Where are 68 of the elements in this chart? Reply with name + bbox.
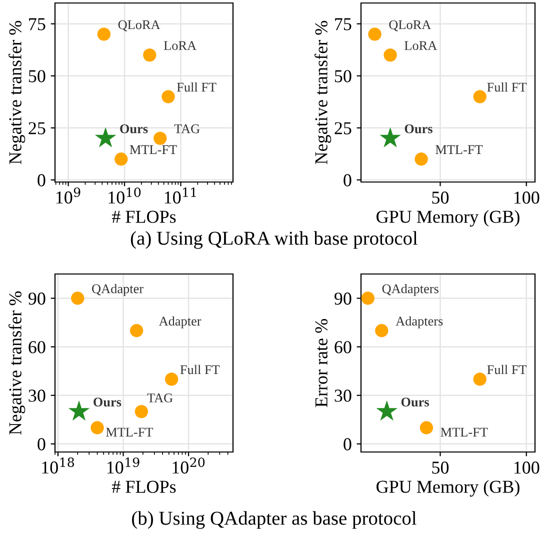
y-tick-label: 90 <box>334 292 352 305</box>
series-label: TAG <box>147 393 173 402</box>
point <box>473 372 486 386</box>
x-axis-title: GPU Memory (GB) <box>376 480 520 497</box>
x-tick-label: 100 <box>514 462 540 474</box>
x-tick-label: 10$^{10}$ <box>108 187 141 204</box>
x-axis-title: # FLOPs <box>112 480 176 493</box>
series-label: MTL-FT <box>130 145 177 154</box>
series-label: MTL-FT <box>436 145 483 154</box>
series-label: Adapters <box>396 316 443 328</box>
x-axis-title: GPU Memory (GB) <box>376 210 520 227</box>
series-label: Ours <box>401 398 429 407</box>
x-tick-label: 10$^{11}$ <box>164 187 196 204</box>
series-label: Full FT <box>180 364 220 374</box>
y-tick-label: 50 <box>28 70 46 82</box>
y-tick-label: 30 <box>334 390 352 402</box>
x-tick-label: 10$^{19}$ <box>107 457 140 474</box>
series-label: Full FT <box>487 82 527 92</box>
series-label: Full FT <box>487 364 527 374</box>
y-tick-label: 0 <box>344 174 352 186</box>
series-label: Ours <box>120 124 148 134</box>
x-tick-label: 10$^{20}$ <box>172 457 205 474</box>
y-axis-title: Negative transfer % <box>314 20 332 164</box>
point <box>376 400 398 421</box>
series-label: QLoRA <box>118 20 160 32</box>
y-axis-title: Negative transfer % <box>8 20 26 164</box>
series-label: LoRA <box>404 41 438 50</box>
y-tick-label: 25 <box>28 122 46 134</box>
series-label: Ours <box>404 124 432 134</box>
series-label: LoRA <box>164 41 196 50</box>
point <box>368 28 382 41</box>
series-label: TAG <box>174 124 200 134</box>
y-axis-title: Negative transfer % <box>8 291 26 435</box>
y-tick-label: 0 <box>344 438 352 450</box>
x-tick-label: 10$^{9}$ <box>56 187 80 204</box>
y-tick-label: 25 <box>334 122 352 134</box>
point <box>473 90 486 104</box>
point <box>414 152 428 166</box>
y-tick-label: 60 <box>28 341 46 354</box>
y-tick-label: 50 <box>334 70 352 82</box>
series-label: QLoRA <box>389 20 432 32</box>
series-label: MTL-FT <box>106 428 154 436</box>
series-label: QAdapter <box>92 284 144 296</box>
x-tick-label: 10$^{18}$ <box>42 457 74 474</box>
text: (b) Using QAdapter as base protocol <box>132 511 416 529</box>
series-label: Ours <box>94 398 122 407</box>
y-tick-label: 60 <box>334 341 352 354</box>
text: (a) Using QLoRA with base protocol <box>130 231 418 249</box>
point <box>375 324 388 338</box>
y-axis-title: Error rate % <box>315 319 328 408</box>
point <box>380 127 401 148</box>
y-tick-label: 90 <box>28 292 46 305</box>
series-label: Full FT <box>176 82 216 92</box>
series-label: Adapter <box>158 316 202 328</box>
y-tick-label: 0 <box>38 174 46 186</box>
point <box>420 421 434 434</box>
x-tick-label: 50 <box>432 192 449 204</box>
series-label: MTL-FT <box>440 428 488 436</box>
point <box>384 48 397 62</box>
y-tick-label: 75 <box>29 18 46 30</box>
x-tick-label: 100 <box>514 192 540 204</box>
x-tick-label: 50 <box>432 462 449 474</box>
x-axis-title: # FLOPs <box>112 210 176 223</box>
y-tick-label: 0 <box>38 438 46 450</box>
point <box>361 292 374 305</box>
series-label: QAdapters <box>382 284 438 296</box>
y-tick-label: 75 <box>335 18 352 30</box>
y-tick-label: 30 <box>28 390 46 402</box>
